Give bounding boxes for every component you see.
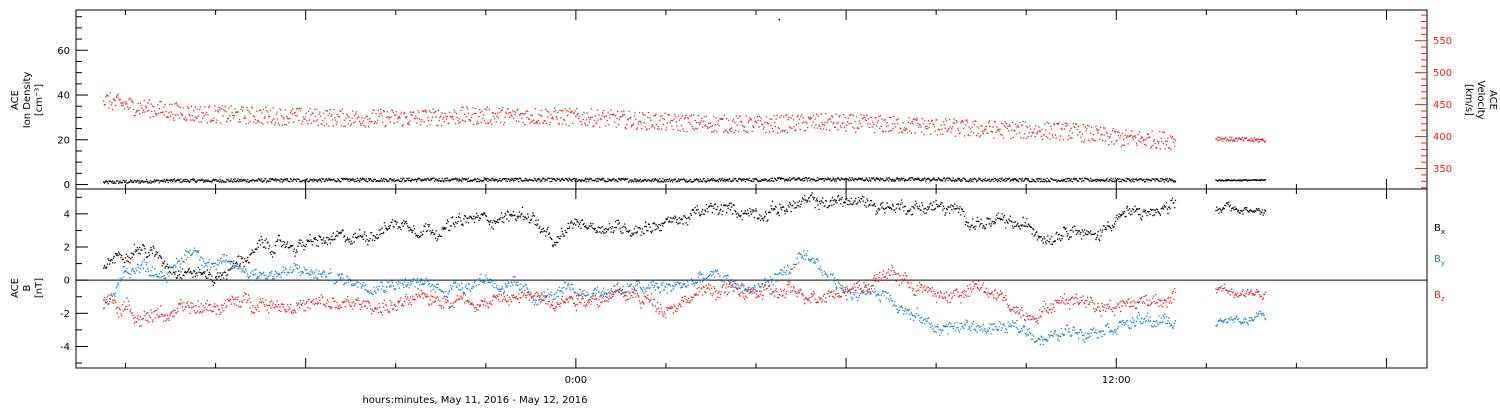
time-tick-label: 12:00 (1102, 375, 1131, 386)
velocity-label-line: [km/s] (1463, 84, 1474, 116)
field-tick-label: 2 (64, 243, 70, 254)
density-series (1215, 179, 1267, 182)
density-label-line: Ion Density (22, 72, 33, 129)
legend-by: By (1434, 254, 1445, 267)
field-label-line: [nT] (34, 278, 45, 298)
legend-bx: Bx (1434, 223, 1445, 236)
time-tick-label: 0:00 (565, 375, 587, 386)
field-tick-label: 0 (64, 276, 70, 287)
field-tick-label: -2 (60, 309, 70, 320)
field-label-line: B (22, 284, 33, 291)
time-axis: 0:00 12:00 (125, 10, 1387, 386)
velocity-tick-label: 350 (1433, 164, 1452, 175)
field-series-bz (103, 264, 1177, 327)
density-tick-label: 60 (57, 46, 70, 57)
velocity-tick-label: 500 (1433, 68, 1452, 79)
field-series-by (1215, 310, 1267, 327)
field-series-bz (1215, 283, 1267, 300)
velocity-label-line: ACE (1487, 90, 1498, 110)
density-tick-label: 20 (57, 135, 70, 146)
top-panel-data (103, 18, 1267, 185)
bottom-panel-data (103, 192, 1267, 346)
velocity-tick-label: 550 (1433, 36, 1452, 47)
velocity-label-line: Velocity (1475, 80, 1486, 119)
magnetic-field-panel: -4 -2 0 2 4 ACE B [nT] Bx By Bz (10, 188, 1445, 369)
density-tick-label: 0 (64, 180, 70, 191)
field-axis-label: ACE B [nT] (10, 278, 45, 298)
velocity-tick-label: 450 (1433, 100, 1452, 111)
density-axis-label: ACE Ion Density [cm⁻³] (10, 72, 45, 129)
field-tick-label: 4 (64, 209, 70, 220)
top-panel-frame (75, 9, 1428, 190)
velocity-series (103, 92, 1177, 150)
field-series-bx (1215, 201, 1267, 216)
density-outlier-point (778, 18, 781, 21)
density-series (103, 177, 1177, 185)
field-series-by (103, 247, 1177, 346)
density-tick-label: 40 (57, 91, 70, 102)
legend-bz: Bz (1434, 290, 1445, 303)
density-label-line: ACE (10, 90, 21, 110)
density-label-line: [cm⁻³] (34, 84, 45, 116)
bottom-panel-frame (75, 188, 1428, 369)
x-axis-label: hours:minutes, May 11, 2016 - May 12, 20… (362, 395, 587, 406)
field-tick-label: -4 (60, 342, 70, 353)
field-label-line: ACE (10, 278, 21, 298)
velocity-series (1215, 136, 1267, 143)
velocity-tick-label: 400 (1433, 132, 1452, 143)
